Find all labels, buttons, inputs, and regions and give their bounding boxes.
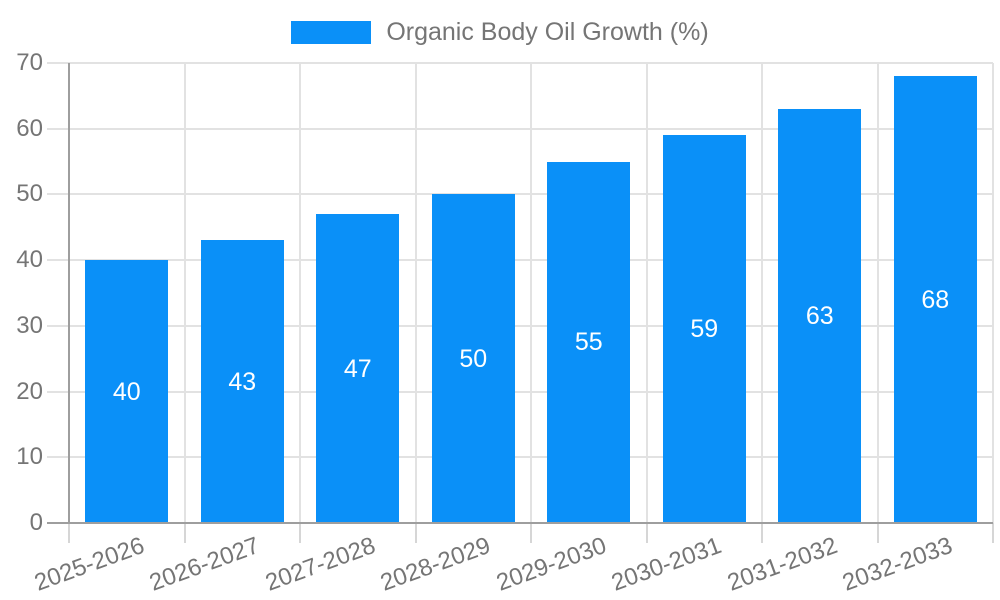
bar-value-label: 59 [690,315,719,344]
y-gridline [47,390,993,393]
x-axis-label: 2031-2032 [723,532,841,597]
bar [662,135,746,523]
y-gridline [47,324,993,327]
x-axis-label: 2025-2026 [30,532,148,597]
x-gridline [299,63,301,523]
bar [200,240,284,523]
y-gridline [47,456,993,459]
x-axis-label: 2027-2028 [261,532,379,597]
y-axis-tick-label: 50 [16,180,43,208]
bar [893,76,977,523]
x-gridline [645,63,648,523]
bar [85,260,169,523]
bar [547,161,631,523]
bar-value-label: 40 [112,377,141,406]
y-axis-tick-label: 40 [16,246,43,274]
x-axis-label: 2026-2027 [146,532,264,597]
x-axis-label: 2029-2030 [492,532,610,597]
x-gridline [414,63,417,523]
legend-label: Organic Body Oil Growth (%) [386,17,709,46]
x-tick [68,523,70,543]
bar-value-label: 47 [343,354,372,383]
bar-value-label: 68 [921,285,950,314]
x-gridline [183,63,186,523]
x-tick [645,523,648,543]
bar-value-label: 43 [228,367,257,396]
x-axis-line [47,522,993,524]
x-gridline [530,63,532,523]
y-axis-tick-label: 20 [16,377,43,405]
y-axis-tick-label: 60 [16,114,43,142]
x-gridline [761,63,763,523]
x-tick [876,523,879,543]
x-axis-label: 2030-2031 [608,532,726,597]
y-gridline [47,127,993,130]
y-gridline [47,259,993,262]
y-axis-tick-label: 0 [29,509,43,536]
y-axis-line [68,63,70,523]
x-axis-label: 2032-2033 [839,532,957,597]
y-gridline [47,193,993,196]
y-axis-tick-label: 30 [16,311,43,339]
x-tick [299,523,301,543]
bar [316,214,400,523]
legend: Organic Body Oil Growth (%) [0,18,1000,46]
bar [778,109,862,523]
legend-swatch [291,20,372,44]
y-gridline [47,62,993,64]
x-tick [414,523,417,543]
x-tick [992,523,994,543]
y-axis-tick-label: 10 [16,443,43,471]
x-tick [183,523,186,543]
x-gridline [876,63,879,523]
x-gridline [992,63,994,523]
y-axis-tick-label: 70 [16,49,43,76]
x-tick [761,523,763,543]
bar-value-label: 50 [459,344,488,373]
x-axis-label: 2028-2029 [377,532,495,597]
bar-value-label: 55 [574,328,603,357]
bar-value-label: 63 [805,302,834,330]
x-tick [530,523,532,543]
bar [431,194,515,523]
